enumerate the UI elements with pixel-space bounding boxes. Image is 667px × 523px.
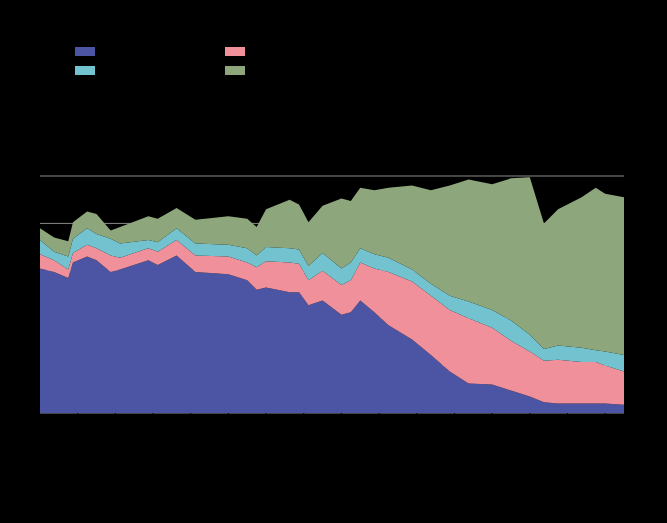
x-tick (454, 413, 455, 418)
x-tick (228, 413, 229, 418)
x-tick (605, 413, 606, 418)
x-tick (266, 413, 267, 418)
x-tick (529, 413, 530, 418)
x-tick (492, 413, 493, 418)
x-tick (303, 413, 304, 418)
background (0, 0, 667, 523)
grid-line (40, 176, 624, 177)
x-tick (77, 413, 78, 418)
area (40, 177, 624, 355)
x-tick (153, 413, 154, 418)
x-tick (341, 413, 342, 418)
x-tick (190, 413, 191, 418)
x-tick (115, 413, 116, 418)
grid (40, 176, 624, 413)
legend-swatch (225, 47, 245, 56)
x-tick (416, 413, 417, 418)
chart (0, 0, 667, 523)
x-tick (379, 413, 380, 418)
legend (75, 47, 245, 75)
legend-swatch (225, 66, 245, 75)
legend-swatch (75, 47, 95, 56)
legend-swatch (75, 66, 95, 75)
x-tick (567, 413, 568, 418)
areas (40, 177, 624, 413)
x-ticks (78, 413, 605, 418)
